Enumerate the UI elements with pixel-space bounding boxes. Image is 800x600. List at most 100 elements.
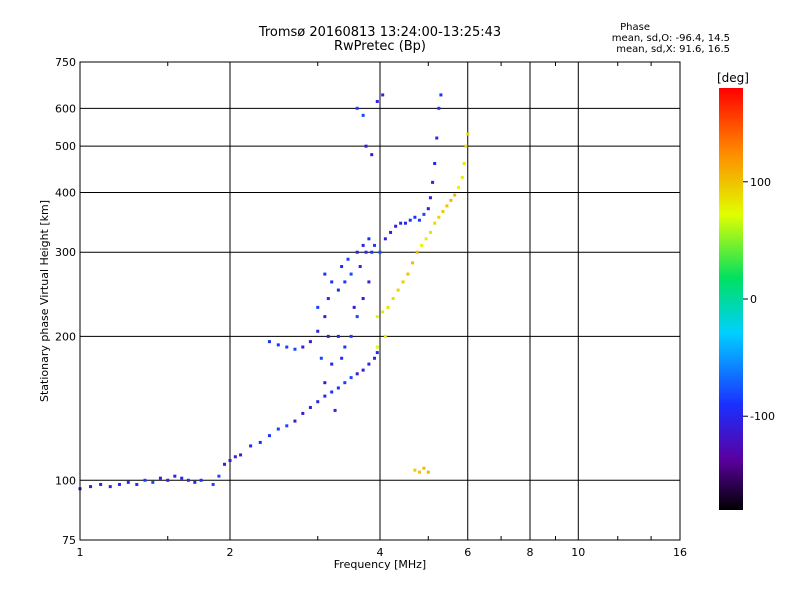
data-point-x [422,466,426,470]
phase-colorbar [719,88,743,510]
data-point-o [373,356,377,360]
data-point-o [135,482,139,486]
data-point-o [394,224,398,228]
data-point-o [301,411,305,415]
data-point-o [117,482,121,486]
data-point-o [333,408,337,412]
data-point-o [267,340,271,344]
data-point-x [413,468,417,472]
data-points [78,93,470,491]
data-point-x [445,204,449,208]
data-point-o [323,315,327,319]
y-tick-label: 500 [55,140,76,153]
data-point-o [343,381,347,385]
data-point-o [316,400,320,404]
data-point-o [378,250,382,254]
x-tick-label: 8 [527,546,534,559]
grid-lines [80,62,680,540]
data-point-o [186,478,190,482]
data-point-o [349,272,353,276]
data-point-o [340,265,344,269]
data-point-x [381,310,385,314]
data-point-x [449,198,453,202]
data-point-o [223,462,227,466]
data-point-o [293,347,297,351]
data-point-o [301,345,305,349]
data-point-x [462,161,466,165]
data-point-x [411,261,415,265]
data-point-o [336,288,340,292]
data-point-o [349,334,353,338]
data-point-x [420,243,424,247]
data-point-x [426,470,430,474]
data-point-x [417,470,421,474]
data-point-o [326,297,330,301]
data-point-o [361,368,365,372]
data-point-o [343,345,347,349]
y-axis-label: Stationary phase Virtual Height [km] [38,200,51,402]
data-point-o [319,356,323,360]
y-tick-label: 100 [55,474,76,487]
data-point-o [422,212,426,216]
data-point-o [435,136,439,140]
data-point-o [258,440,262,444]
data-point-o [166,478,170,482]
data-point-o [276,343,280,347]
data-point-o [367,362,371,366]
x-tick-label: 16 [673,546,687,559]
colorbar-tick-label: 0 [750,293,757,306]
colorbar-axis: 100 0 -100 [743,176,775,423]
data-point-o [199,478,203,482]
data-point-o [428,196,432,200]
y-tick-label: 200 [55,330,76,343]
data-point-o [336,334,340,338]
stats-o-mode: mean, sd,O: -96.4, 14.5 [611,33,730,44]
data-point-o [217,474,221,478]
data-point-x [460,175,464,179]
data-point-o [352,305,356,309]
data-point-o [370,153,374,157]
data-point-o [373,243,377,247]
data-point-x [375,315,379,319]
data-point-o [389,230,393,234]
data-point-o [383,237,387,241]
data-point-o [316,329,320,333]
data-point-x [441,210,445,214]
data-point-o [361,297,365,301]
data-point-o [433,161,437,165]
y-axis: 75 100 200 300 400 500 600 750 [55,56,76,547]
data-point-o [340,356,344,360]
data-point-o [233,455,237,459]
colorbar-tick-label: -100 [750,410,775,423]
data-point-x [401,280,405,284]
data-point-o [367,280,371,284]
data-point-o [323,394,327,398]
x-axis-label: Frequency [MHz] [334,558,426,571]
data-point-x [396,288,400,292]
data-point-o [308,405,312,409]
data-point-o [364,250,368,254]
x-tick-label: 10 [571,546,585,559]
x-tick-label: 2 [227,546,234,559]
data-point-o [439,93,443,97]
data-point-o [431,180,435,184]
data-point-x [383,334,387,338]
data-point-o [239,453,243,457]
data-point-o [417,218,421,222]
data-point-o [358,265,362,269]
data-point-o [108,485,112,489]
colorbar-unit-label: [deg] [717,71,749,85]
data-point-o [437,106,441,110]
data-point-o [343,280,347,284]
data-point-o [364,144,368,148]
data-point-o [413,215,417,219]
data-point-o [330,362,334,366]
data-point-x [375,345,379,349]
data-point-o [336,386,340,390]
data-point-o [126,480,130,484]
data-point-o [346,257,350,261]
data-point-x [437,215,441,219]
stats-x-mode: mean, sd,X: 91.6, 16.5 [616,44,730,55]
data-point-o [361,243,365,247]
